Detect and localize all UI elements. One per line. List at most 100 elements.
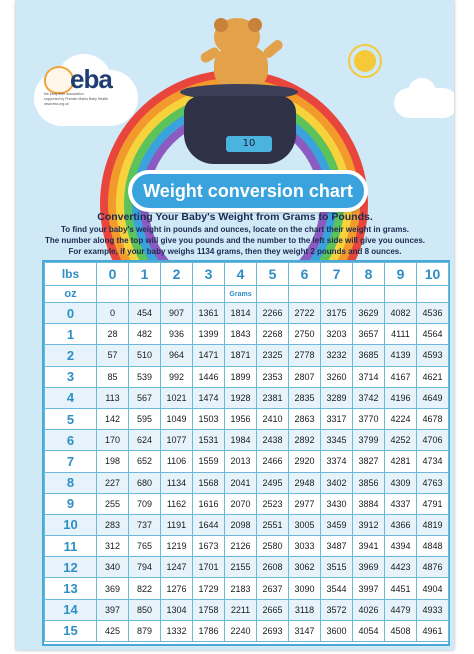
- table-row: 10 283 737 1191 1644 2098 2551 3005 3459 3912 4366…: [44, 513, 449, 537]
- grams-cell: 3203: [320, 323, 353, 346]
- grams-cell: 2126: [224, 535, 257, 558]
- grams-cell: 2438: [256, 429, 289, 452]
- grams-cell: 1191: [160, 513, 193, 537]
- blank-cell: [160, 285, 193, 303]
- grams-cell: 3544: [320, 577, 353, 600]
- grams-cell: 454: [128, 301, 161, 325]
- grams-cell: 1531: [192, 429, 225, 452]
- grams-cell: 2381: [256, 386, 289, 409]
- grams-cell: 425: [96, 619, 129, 643]
- grams-cell: 3572: [320, 598, 353, 621]
- sun-icon: [354, 50, 376, 72]
- logo-tagline: the early birth association supported by…: [44, 92, 140, 107]
- grams-cell: 283: [96, 513, 129, 537]
- grams-cell: 1843: [224, 323, 257, 346]
- grams-cell: 4252: [384, 429, 417, 452]
- pounds-header-row: lbs 0 1 2 3 4 5 6 7 8 9 10: [44, 262, 449, 286]
- baby-scale-icon: [184, 96, 296, 164]
- grams-cell: 2693: [256, 619, 289, 643]
- grams-cell: 2523: [256, 492, 289, 515]
- instructions-line: To find your baby's weight in pounds and…: [60, 225, 409, 234]
- grams-cell: 3629: [352, 301, 385, 325]
- grams-cell: 4763: [416, 471, 449, 494]
- grams-cell: 680: [128, 471, 161, 494]
- blank-cell: [128, 285, 161, 303]
- grams-cell: 3912: [352, 513, 385, 537]
- grams-cell: 397: [96, 598, 129, 621]
- grams-cell: 1729: [192, 577, 225, 600]
- grams-cell: 3062: [288, 556, 321, 579]
- grams-cell: 2041: [224, 471, 257, 494]
- blank-cell: [256, 285, 289, 303]
- table-row: 2 57 510 964 1471 1871 2325 2778 3232 3685 4139 459…: [44, 344, 449, 367]
- grams-cell: 255: [96, 492, 129, 515]
- scale-display: 10: [226, 136, 272, 152]
- grams-cell: 3487: [320, 535, 353, 558]
- grams-cell: 113: [96, 386, 129, 409]
- grams-cell: 3430: [320, 492, 353, 515]
- grams-cell: 4904: [416, 577, 449, 600]
- grams-cell: 3345: [320, 429, 353, 452]
- grams-label: Grams: [224, 285, 257, 303]
- grams-cell: 2665: [256, 598, 289, 621]
- grams-cell: 964: [160, 344, 193, 367]
- grams-cell: 879: [128, 619, 161, 643]
- grams-cell: 1049: [160, 407, 193, 431]
- grams-cell: 2353: [256, 365, 289, 388]
- grams-cell: 4054: [352, 619, 385, 643]
- grams-cell: 652: [128, 450, 161, 473]
- grams-cell: 2722: [288, 301, 321, 325]
- ounces-cell: 5: [44, 407, 97, 431]
- ounces-cell: 0: [44, 301, 97, 325]
- grams-cell: 4366: [384, 513, 417, 537]
- grams-cell: 2070: [224, 492, 257, 515]
- grams-cell: 2211: [224, 598, 257, 621]
- pounds-header-6: 6: [288, 262, 321, 286]
- grams-cell: 482: [128, 323, 161, 346]
- grams-cell: 1162: [160, 492, 193, 515]
- grams-cell: 2750: [288, 323, 321, 346]
- blank-cell: [288, 285, 321, 303]
- grams-cell: 3770: [352, 407, 385, 431]
- table-row: 1 28 482 936 1399 1843 2268 2750 3203 3657 4111 456…: [44, 323, 449, 346]
- logo-url: www.eba.org.uk: [44, 102, 69, 106]
- grams-cell: 1956: [224, 407, 257, 431]
- table-row: 15 425 879 1332 1786 2240 2693 3147 3600 4054 4508…: [44, 619, 449, 643]
- grams-cell: 850: [128, 598, 161, 621]
- grams-cell: 4961: [416, 619, 449, 643]
- grams-cell: 3969: [352, 556, 385, 579]
- grams-cell: 2807: [288, 365, 321, 388]
- grams-cell: 3600: [320, 619, 353, 643]
- grams-cell: 2266: [256, 301, 289, 325]
- ounces-cell: 4: [44, 386, 97, 409]
- grams-cell: 4479: [384, 598, 417, 621]
- grams-cell: 1814: [224, 301, 257, 325]
- grams-cell: 2948: [288, 471, 321, 494]
- ounces-cell: 2: [44, 344, 97, 367]
- bear-ear: [214, 18, 228, 32]
- grams-cell: 709: [128, 492, 161, 515]
- blank-cell: [384, 285, 417, 303]
- grams-cell: 2183: [224, 577, 257, 600]
- grams-cell: 4026: [352, 598, 385, 621]
- grams-cell: 4139: [384, 344, 417, 367]
- grams-cell: 85: [96, 365, 129, 388]
- ounces-cell: 9: [44, 492, 97, 515]
- pounds-header-4: 4: [224, 262, 257, 286]
- grams-cell: 2835: [288, 386, 321, 409]
- grams-cell: 1616: [192, 492, 225, 515]
- pounds-header-9: 9: [384, 262, 417, 286]
- logo-tagline-line: the early birth association: [44, 92, 84, 96]
- table-row: 13 369 822 1276 1729 2183 2637 3090 3544 3997 4451…: [44, 577, 449, 600]
- grams-cell: 1568: [192, 471, 225, 494]
- grams-cell: 3374: [320, 450, 353, 473]
- grams-cell: 2637: [256, 577, 289, 600]
- chart-page: eba the early birth association supporte…: [16, 0, 454, 650]
- cloud-puff: [408, 78, 436, 106]
- grams-cell: 4167: [384, 365, 417, 388]
- grams-cell: 0: [96, 301, 129, 325]
- grams-cell: 2410: [256, 407, 289, 431]
- grams-cell: 1247: [160, 556, 193, 579]
- blank-cell: [192, 285, 225, 303]
- grams-cell: 1786: [192, 619, 225, 643]
